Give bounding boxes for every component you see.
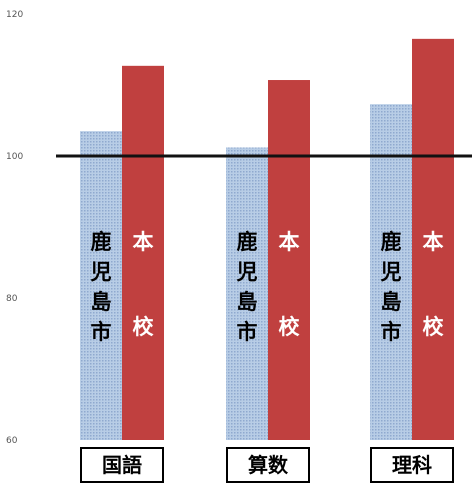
category-label: 算数 bbox=[248, 453, 289, 477]
series-label-school: 本校 bbox=[279, 230, 301, 339]
y-tick-label: 120 bbox=[6, 10, 23, 20]
y-tick-label: 100 bbox=[6, 152, 23, 162]
bar-city-2 bbox=[226, 147, 268, 441]
y-tick-label: 60 bbox=[6, 436, 18, 446]
category-label: 理科 bbox=[392, 453, 432, 477]
bar-city-1 bbox=[80, 131, 122, 440]
series-label-city: 鹿児島市 bbox=[380, 230, 402, 344]
bar-school-1 bbox=[122, 65, 164, 440]
category-box bbox=[226, 447, 310, 483]
bar-school-2 bbox=[268, 80, 310, 440]
category-box bbox=[370, 447, 454, 483]
series-label-school: 本校 bbox=[133, 230, 155, 339]
category-box bbox=[80, 447, 164, 483]
bar-school-3 bbox=[412, 38, 454, 440]
series-label-city: 鹿児島市 bbox=[90, 230, 112, 344]
series-label-city: 鹿児島市 bbox=[236, 230, 258, 344]
series-label-school: 本校 bbox=[423, 230, 445, 339]
bar-city-3 bbox=[370, 104, 412, 441]
y-tick-label: 80 bbox=[6, 294, 18, 304]
category-label: 国語 bbox=[102, 453, 142, 477]
